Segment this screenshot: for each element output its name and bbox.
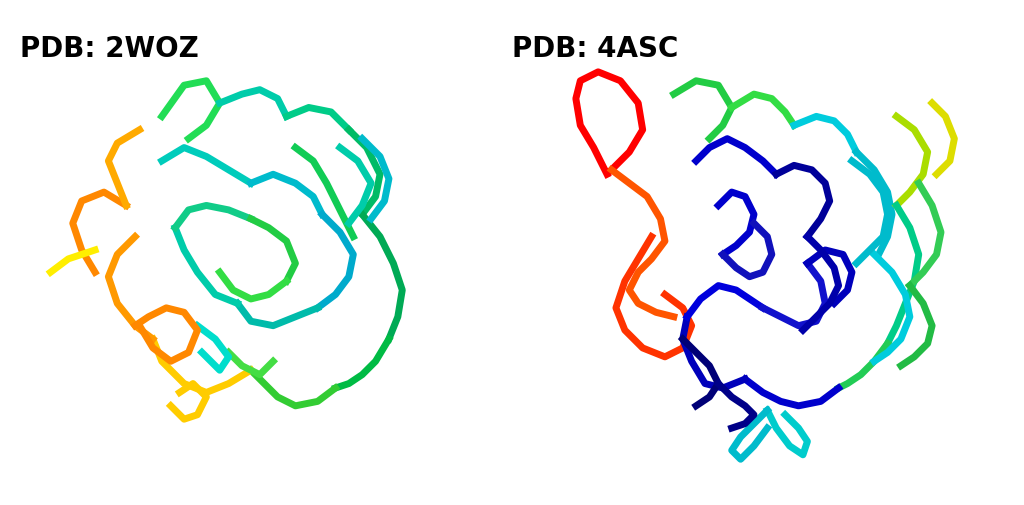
Text: PDB: 4ASC: PDB: 4ASC [512,35,678,63]
Text: PDB: 2WOZ: PDB: 2WOZ [20,35,200,63]
